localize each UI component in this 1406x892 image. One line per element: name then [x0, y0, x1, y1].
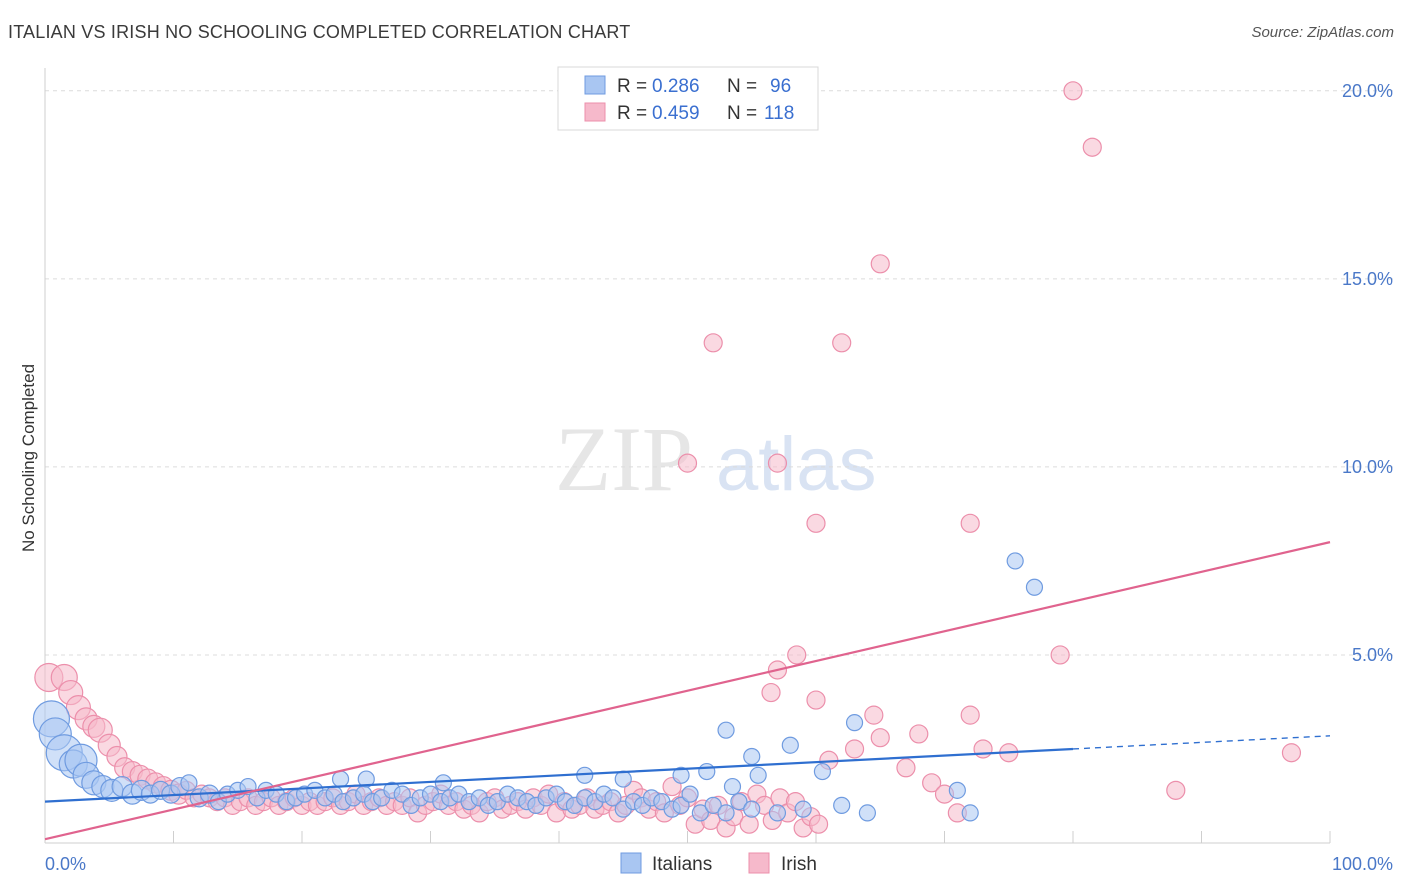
irish-point-105	[844, 739, 865, 759]
italians-point-88	[768, 804, 787, 822]
x-tick-labels: 0.0% 100.0%	[45, 854, 1393, 874]
irish-point-123	[832, 333, 852, 353]
italians-point-76	[434, 774, 452, 792]
legend-italians-r-value: 0.286	[652, 76, 700, 97]
italians-point-95	[1025, 578, 1044, 596]
y-axis-label: No Schooling Completed	[19, 364, 38, 552]
italians-point-71	[717, 804, 735, 822]
italians-point-92	[948, 781, 966, 799]
legend-swatch-irish	[584, 102, 606, 122]
legend-italians-n-value: 96	[770, 76, 791, 97]
italians-point-86	[717, 721, 735, 739]
source-label: Source: ZipAtlas.com	[1251, 24, 1394, 41]
y-tick-label-3: 20.0%	[1342, 81, 1393, 101]
irish-point-116	[1050, 645, 1070, 665]
x-tick-label-0: 0.0%	[45, 854, 86, 874]
italians-point-67	[672, 796, 690, 814]
irish-point-102	[787, 645, 807, 665]
italians-point-94	[1006, 552, 1024, 570]
italians-point-90	[833, 796, 851, 814]
italians-point-38	[393, 785, 411, 803]
italians-point-74	[331, 770, 350, 788]
irish-point-119	[677, 453, 698, 473]
legend-italians-r-label: R =	[617, 76, 647, 97]
irish-point-124	[870, 254, 890, 274]
legend-irish-r-label: R =	[617, 103, 647, 124]
italians-point-85	[845, 714, 864, 732]
trend-layer	[44, 541, 1331, 841]
italians-point-68	[681, 785, 699, 803]
bottom-legend-swatch-italians	[620, 852, 642, 874]
irish-point-126	[1063, 81, 1083, 101]
bottom-legend-swatch-irish	[748, 852, 770, 874]
irish-point-122	[806, 513, 826, 533]
italians-point-69	[691, 804, 709, 822]
italians-point-78	[614, 770, 632, 788]
irish-point-109	[909, 724, 929, 744]
series-legend: Italians Irish	[620, 852, 817, 875]
irish-point-118	[1281, 743, 1302, 763]
italians-point-82	[813, 762, 832, 781]
irish-point-108	[896, 758, 916, 778]
italians-point-84	[781, 736, 799, 754]
italians-trend-line	[44, 747, 1074, 803]
irish-point-127	[1082, 137, 1102, 157]
irish-trend-line	[44, 541, 1331, 841]
irish-point-114	[973, 739, 993, 759]
grid-layer	[45, 90, 1393, 656]
legend-irish-n-label: N =	[727, 103, 757, 124]
italians-point-81	[749, 766, 767, 784]
x-tick-label-1: 100.0%	[1332, 854, 1393, 874]
italians-point-16	[180, 774, 198, 792]
irish-point-90	[739, 814, 759, 834]
italians-point-60	[604, 789, 622, 807]
italians-point-89	[794, 800, 812, 818]
points-layer	[32, 81, 1302, 838]
irish-point-125	[960, 513, 980, 533]
irish-point-103	[806, 690, 826, 710]
legend-swatch-italians	[584, 75, 606, 95]
watermark-atlas: atlas	[716, 422, 877, 507]
italians-point-79	[672, 766, 690, 784]
y-tick-label-2: 15.0%	[1342, 269, 1393, 289]
italians-point-93	[961, 804, 979, 822]
italians-point-70	[704, 796, 722, 814]
italians-point-80	[698, 762, 716, 781]
legend-irish-n-value: 118	[764, 103, 794, 124]
italians-trend-extension	[1072, 735, 1331, 750]
italians-point-87	[723, 777, 742, 796]
irish-point-99	[808, 814, 829, 834]
stats-legend: R = 0.286 N = 96 R = 0.459 N = 118	[557, 66, 819, 131]
italians-point-75	[357, 770, 375, 788]
bottom-legend-irish: Irish	[781, 854, 817, 875]
irish-point-100	[761, 682, 781, 703]
irish-point-121	[767, 453, 788, 473]
italians-point-91	[858, 804, 877, 822]
legend-irish-r-value: 0.459	[652, 103, 700, 124]
irish-point-113	[960, 705, 980, 725]
irish-point-107	[870, 728, 890, 748]
italians-point-73	[743, 800, 761, 818]
y-tick-label-1: 10.0%	[1342, 457, 1393, 477]
irish-point-106	[864, 705, 884, 725]
irish-point-110	[922, 773, 942, 793]
irish-point-117	[1166, 780, 1186, 800]
watermark-zip: ZIP	[555, 408, 693, 510]
bottom-legend-italians: Italians	[652, 854, 712, 875]
legend-italians-n-label: N =	[727, 76, 757, 97]
y-tick-label-0: 5.0%	[1352, 645, 1393, 665]
chart-title: ITALIAN VS IRISH NO SCHOOLING COMPLETED …	[8, 22, 631, 42]
y-tick-labels: 5.0% 10.0% 15.0% 20.0%	[1342, 81, 1393, 665]
italians-point-83	[743, 747, 761, 766]
italians-point-72	[730, 793, 748, 811]
irish-point-120	[703, 333, 723, 353]
